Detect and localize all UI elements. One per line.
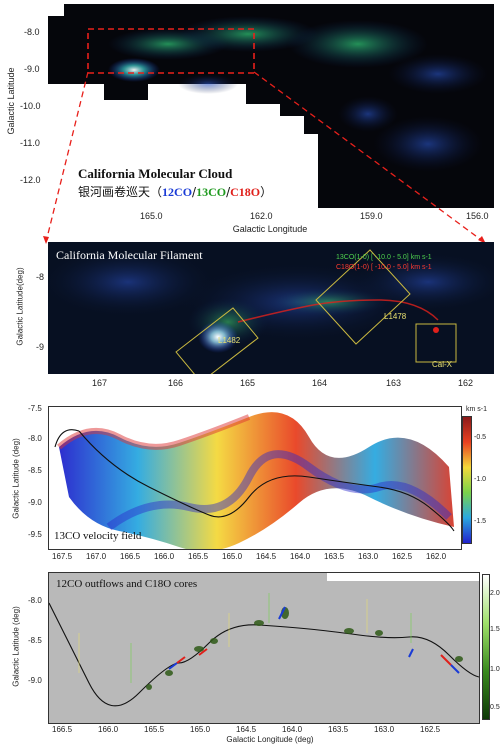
filament-xtick-2: 165 bbox=[240, 378, 256, 388]
outflows-xtick-8: 162.5 bbox=[420, 725, 441, 734]
velocity-ytick-4: -9.5 bbox=[28, 530, 42, 539]
region-box-l1482 bbox=[175, 307, 259, 374]
filament-ytick-1: -9 bbox=[36, 342, 45, 352]
subtitle-paren-open: （ bbox=[150, 185, 163, 199]
region-box-l1478 bbox=[315, 249, 411, 345]
outflows-xtick-1: 166.0 bbox=[98, 725, 119, 734]
panel-overview: -8.0 -9.0 -10.0 -11.0 -12.0 Galactic Lat… bbox=[0, 0, 500, 238]
outflows-xtick-4: 164.5 bbox=[236, 725, 257, 734]
velocity-ytick-1: -8.0 bbox=[28, 434, 42, 443]
outflows-ytick-0: -8.0 bbox=[28, 596, 42, 605]
velocity-xtick-0: 167.5 bbox=[52, 552, 73, 561]
overview-map bbox=[48, 4, 494, 208]
label-l1478: L1478 bbox=[384, 312, 407, 321]
velocity-cbar-tick-0: -0.5 bbox=[474, 434, 487, 441]
panel-outflows: 2.0 1.5 1.0 0.5 12CO outflows and C18O c… bbox=[0, 570, 500, 747]
velocity-xtick-2: 166.5 bbox=[120, 552, 141, 561]
velocity-xtick-4: 165.5 bbox=[188, 552, 209, 561]
filament-xtick-5: 162 bbox=[458, 378, 474, 388]
outflows-xtick-5: 164.0 bbox=[282, 725, 303, 734]
velocity-ytick-2: -8.5 bbox=[28, 466, 42, 475]
overview-ytick-4: -12.0 bbox=[20, 175, 41, 185]
overview-xlabel: Galactic Longitude bbox=[232, 224, 308, 234]
overview-xtick-0: 165.0 bbox=[140, 211, 163, 221]
outflows-xtick-3: 165.0 bbox=[190, 725, 211, 734]
overview-ytick-1: -9.0 bbox=[24, 64, 40, 74]
overview-xtick-3: 156.0 bbox=[466, 211, 489, 221]
outflows-xtick-0: 166.5 bbox=[52, 725, 73, 734]
outflows-cbar-tick-1: 1.5 bbox=[490, 626, 500, 633]
velocity-xtick-6: 164.5 bbox=[256, 552, 277, 561]
zoom-connectors bbox=[43, 71, 486, 244]
velocity-cbar-tick-2: -1.5 bbox=[474, 518, 487, 525]
outflows-ytick-2: -9.0 bbox=[28, 676, 42, 685]
overview-xtick-2: 159.0 bbox=[360, 211, 383, 221]
velocity-ylabel: Galactic Latitude (deg) bbox=[11, 438, 21, 519]
outflows-xtick-7: 163.0 bbox=[374, 725, 395, 734]
outflows-map-svg bbox=[49, 573, 479, 707]
velocity-xtick-10: 162.5 bbox=[392, 552, 413, 561]
velocity-cbar-tick-1: -1.0 bbox=[474, 476, 487, 483]
velocity-map-svg bbox=[54, 412, 455, 549]
filament-ylabel: Galactic Latitude(deg) bbox=[15, 267, 25, 346]
outflows-cbar-tick-2: 1.0 bbox=[490, 666, 500, 673]
subtitle-paren-close: ） bbox=[260, 185, 273, 199]
overview-xtick-1: 162.0 bbox=[250, 211, 273, 221]
panel-filament: California Molecular Filament 13CO(1-0) … bbox=[0, 238, 500, 398]
overview-ytick-3: -11.0 bbox=[20, 138, 40, 148]
velocity-xtick-5: 165.0 bbox=[222, 552, 243, 561]
outflows-colorbar bbox=[482, 574, 490, 720]
velocity-xtick-7: 164.0 bbox=[290, 552, 311, 561]
filament-ytick-0: -8 bbox=[36, 272, 45, 282]
velocity-xtick-11: 162.0 bbox=[426, 552, 447, 561]
outflows-cbar-tick-3: 0.5 bbox=[490, 704, 500, 711]
filament-xtick-0: 167 bbox=[92, 378, 108, 388]
filament-map bbox=[48, 242, 494, 374]
velocity-xtick-8: 163.5 bbox=[324, 552, 345, 561]
filament-title: California Molecular Filament bbox=[56, 248, 203, 262]
velocity-label: 13CO velocity field bbox=[54, 530, 142, 542]
velocity-map bbox=[48, 406, 462, 550]
subtitle-slash-2: / bbox=[226, 185, 231, 199]
subtitle-12co: 12CO bbox=[162, 185, 193, 199]
outflows-label: 12CO outflows and C18O cores bbox=[56, 578, 198, 590]
overview-map-svg bbox=[48, 4, 488, 208]
overview-ytick-0: -8.0 bbox=[24, 27, 40, 37]
velocity-ytick-3: -9.0 bbox=[28, 498, 42, 507]
velocity-xtick-3: 166.0 bbox=[154, 552, 175, 561]
overview-subtitle: 银河画卷巡天（12CO/13CO/C18O） bbox=[78, 183, 272, 200]
filament-legend-13co: 13CO(1-0) [ -10.0 - 5.0] km s-1 bbox=[336, 254, 432, 261]
velocity-xtick-1: 167.0 bbox=[86, 552, 107, 561]
outflows-ylabel: Galactic Latitude (deg) bbox=[11, 606, 21, 687]
outflows-map bbox=[48, 572, 480, 724]
outflows-xlabel: Galactic Longitude (deg) bbox=[226, 735, 314, 744]
velocity-colorbar bbox=[462, 416, 472, 544]
velocity-xtick-9: 163.0 bbox=[358, 552, 379, 561]
overview-ytick-2: -10.0 bbox=[20, 101, 41, 111]
subtitle-cn: 银河画卷巡天 bbox=[78, 185, 151, 199]
filament-legend-c18o: C18O(1-0) [ -10.0 - 5.0] km s-1 bbox=[336, 264, 432, 271]
subtitle-slash-1: / bbox=[192, 185, 197, 199]
filament-map-svg bbox=[48, 246, 494, 374]
label-l1482: L1482 bbox=[218, 336, 241, 345]
velocity-ytick-0: -7.5 bbox=[28, 404, 42, 413]
outflows-cbar-tick-0: 2.0 bbox=[490, 590, 500, 597]
subtitle-13co: 13CO bbox=[196, 185, 227, 199]
filament-xtick-4: 163 bbox=[386, 378, 402, 388]
filament-xtick-1: 166 bbox=[168, 378, 184, 388]
overview-title: California Molecular Cloud bbox=[78, 166, 233, 181]
panel-velocity: km s-1 -0.5 -1.0 -1.5 13CO velocity fiel… bbox=[0, 398, 500, 570]
outflows-xtick-6: 163.5 bbox=[328, 725, 349, 734]
subtitle-c18o: C18O bbox=[230, 185, 261, 199]
filament-xtick-3: 164 bbox=[312, 378, 328, 388]
zoom-box bbox=[87, 28, 255, 74]
label-calx: Cal-X bbox=[432, 360, 453, 369]
outflows-xtick-2: 165.5 bbox=[144, 725, 165, 734]
region-box-calx bbox=[415, 323, 457, 363]
velocity-colorbar-unit: km s-1 bbox=[466, 406, 487, 413]
outflows-ytick-1: -8.5 bbox=[28, 636, 42, 645]
